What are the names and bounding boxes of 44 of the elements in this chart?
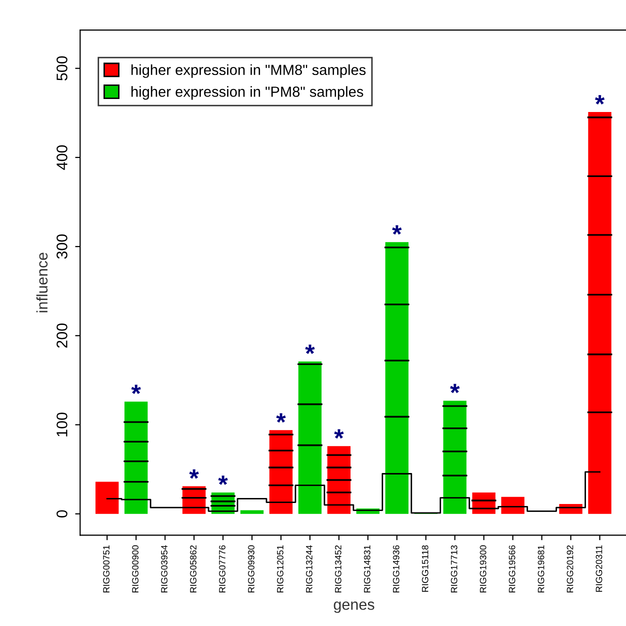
annotation: * <box>131 384 141 394</box>
annotation: * <box>392 225 402 235</box>
x-tick-label: RIGG03954 <box>161 545 168 592</box>
bar <box>385 247 408 304</box>
bar <box>501 496 524 514</box>
y-tick-label: 500 <box>56 56 68 80</box>
x-tick-label: RIGG07776 <box>219 545 226 592</box>
x-tick-label: RIGG20311 <box>596 545 602 592</box>
legend-label: higher expression in "PM8" samples <box>131 86 364 100</box>
bar <box>240 510 264 514</box>
y-tick-label: 300 <box>56 234 68 259</box>
x-tick-label: RIGG19300 <box>480 545 486 592</box>
x-tick-label: RIGG19566 <box>508 545 516 592</box>
x-tick-label: RIGG15118 <box>422 545 428 592</box>
x-axis-title: genes <box>334 602 374 613</box>
y-axis-title: influence <box>36 252 48 312</box>
annotation: * <box>594 95 605 104</box>
annotation: * <box>450 384 460 394</box>
x-tick-label: RIGG00900 <box>132 545 138 592</box>
x-tick-label: RIGG17713 <box>450 545 458 592</box>
x-tick-label: RIGG20192 <box>566 545 574 592</box>
bar <box>95 482 119 514</box>
bar <box>443 451 466 476</box>
x-tick-label: RIGG14831 <box>364 545 370 592</box>
x-tick-label: RIGG19681 <box>538 545 544 592</box>
x-tick-label: RIGG09930 <box>248 545 254 592</box>
annotation: * <box>334 429 344 439</box>
annotation: * <box>189 469 199 479</box>
y-tick-label: 0 <box>56 510 68 518</box>
y-tick-label: 100 <box>56 412 68 436</box>
annotation: * <box>218 476 228 485</box>
legend-label: higher expression in "MM8" samples <box>131 64 366 78</box>
x-tick-label: RIGG13244 <box>306 545 312 592</box>
x-tick-label: RIGG14936 <box>392 545 400 592</box>
bar <box>443 476 466 514</box>
annotation: * <box>305 344 315 354</box>
x-tick-label: RIGG13452 <box>334 545 342 592</box>
x-tick-label: RIGG05862 <box>190 545 196 592</box>
x-tick-label: RIGG12051 <box>277 545 284 592</box>
y-tick-label: 400 <box>56 145 68 170</box>
bar <box>124 402 148 422</box>
annotation: * <box>276 413 286 423</box>
x-tick-label: RIGG00751 <box>103 545 110 592</box>
y-tick-label: 200 <box>56 324 68 348</box>
